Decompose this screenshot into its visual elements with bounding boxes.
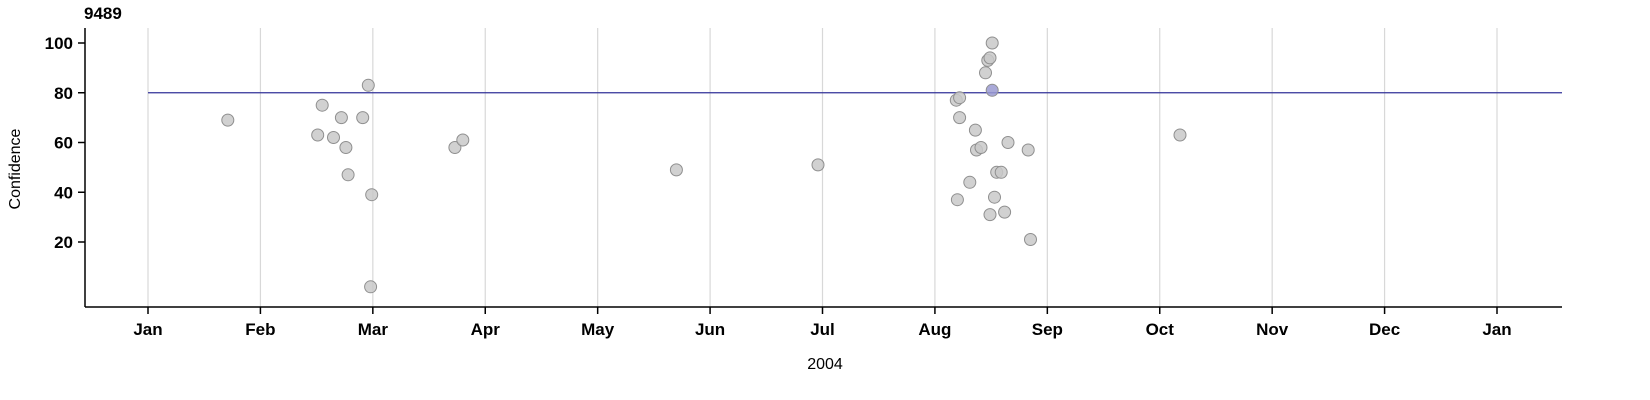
data-point-13	[669, 163, 683, 177]
data-point-14	[811, 158, 825, 172]
chart-title: 9489	[84, 4, 122, 23]
y-tick-label-80: 80	[54, 84, 73, 103]
data-point-25	[983, 51, 997, 65]
x-tick-label-jan-0: Jan	[133, 320, 162, 339]
x-tick-label-jun-5: Jun	[695, 320, 725, 339]
data-point-12	[456, 133, 470, 147]
data-point-23	[979, 66, 992, 80]
data-point-4	[334, 111, 348, 125]
data-point-36	[1173, 128, 1187, 142]
data-point-6	[341, 168, 355, 182]
data-point-32	[1001, 136, 1015, 149]
data-point-35	[1024, 233, 1037, 246]
x-tick-label-feb-1: Feb	[245, 320, 275, 339]
y-tick-label-20: 20	[54, 233, 73, 252]
x-tick-label-aug-7: Aug	[918, 320, 951, 339]
y-tick-labels: 20 40 60 80 100	[45, 34, 85, 252]
data-point-18	[950, 193, 964, 207]
data-point-8	[361, 78, 375, 92]
data-point-17	[953, 111, 967, 125]
y-tick-label-100: 100	[45, 34, 73, 53]
x-tick-label-apr-3: Apr	[471, 320, 501, 339]
x-tick-label-oct-9: Oct	[1146, 320, 1175, 339]
data-point-10	[364, 280, 378, 294]
axes	[84, 28, 1562, 308]
data-point-2	[315, 98, 329, 112]
x-tick-label-may-4: May	[581, 320, 615, 339]
scatter-points	[221, 36, 1187, 294]
data-point-5	[339, 141, 353, 154]
data-point-1	[311, 128, 325, 142]
data-point-7	[356, 111, 370, 125]
data-point-28	[983, 208, 997, 222]
x-tick-label-jan-12: Jan	[1482, 320, 1511, 339]
y-tick-label-60: 60	[54, 134, 73, 153]
x-tick-label-sep-8: Sep	[1032, 320, 1063, 339]
x-axis-label: 2004	[807, 356, 843, 373]
data-point-27	[985, 83, 999, 97]
y-axis-label: Confidence	[7, 128, 24, 210]
data-point-19	[963, 175, 977, 189]
data-point-31	[994, 165, 1008, 179]
y-tick-label-40: 40	[54, 183, 73, 202]
x-tick-label-dec-11: Dec	[1369, 320, 1400, 339]
data-point-16	[953, 91, 967, 105]
x-tick-label-mar-2: Mar	[358, 320, 389, 339]
data-point-0	[221, 113, 235, 127]
x-tick-label-nov-10: Nov	[1256, 320, 1289, 339]
data-point-20	[968, 123, 982, 137]
x-tick-labels: Jan Feb Mar Apr May Jun Jul Aug Sep Oct Nov Dec Jan	[133, 307, 1512, 339]
month-gridlines	[147, 28, 1498, 307]
data-point-29	[988, 190, 1001, 204]
data-point-26	[985, 36, 999, 50]
data-point-11	[448, 141, 462, 154]
data-point-34	[1021, 143, 1035, 157]
data-point-9	[365, 188, 379, 202]
data-point-22	[974, 141, 988, 154]
data-point-33	[998, 205, 1012, 219]
data-point-3	[327, 131, 340, 144]
x-tick-label-jul-6: Jul	[810, 320, 835, 339]
